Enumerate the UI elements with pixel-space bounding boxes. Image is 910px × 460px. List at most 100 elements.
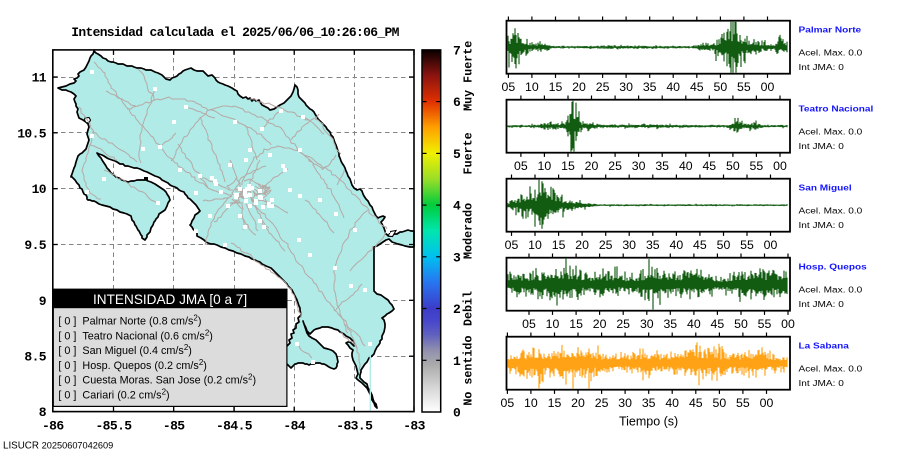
svg-text:05: 05 <box>502 80 516 94</box>
svg-text:Acel. Max. 0.0: Acel. Max. 0.0 <box>799 206 863 215</box>
svg-text:-86: -86 <box>42 418 64 433</box>
svg-text:1: 1 <box>453 354 461 369</box>
svg-text:Palmar Norte: Palmar Norte <box>799 25 862 34</box>
svg-text:Int JMA: 0: Int JMA: 0 <box>799 379 844 388</box>
svg-text:20: 20 <box>575 238 589 252</box>
svg-text:[ 0 ] Cariari (0.2 cm/s2): [ 0 ] Cariari (0.2 cm/s2) <box>58 387 169 401</box>
svg-text:50: 50 <box>713 396 727 410</box>
svg-text:[ 0 ] Hosp. Quepos (0.2 cm/s2: [ 0 ] Hosp. Quepos (0.2 cm/s2) <box>58 358 206 372</box>
svg-text:00: 00 <box>761 80 775 94</box>
svg-text:Intensidad calculada el 2025/0: Intensidad calculada el 2025/06/06_10:26… <box>71 25 399 40</box>
svg-text:25: 25 <box>616 317 630 331</box>
svg-text:50: 50 <box>717 238 731 252</box>
svg-text:35: 35 <box>643 80 657 94</box>
svg-text:00: 00 <box>760 396 774 410</box>
svg-text:Acel. Max. 0.0: Acel. Max. 0.0 <box>799 285 863 294</box>
svg-text:00: 00 <box>781 317 795 331</box>
svg-text:30: 30 <box>618 396 632 410</box>
svg-text:INTENSIDAD JMA [0 a 7]: INTENSIDAD JMA [0 a 7] <box>93 292 247 307</box>
svg-text:20: 20 <box>585 159 599 173</box>
svg-text:45: 45 <box>711 317 725 331</box>
svg-text:-83: -83 <box>403 418 425 433</box>
svg-text:8.5: 8.5 <box>24 350 46 365</box>
svg-text:35: 35 <box>663 317 677 331</box>
svg-text:30: 30 <box>619 80 633 94</box>
svg-text:15: 15 <box>548 396 562 410</box>
svg-text:30: 30 <box>632 159 646 173</box>
svg-text:Acel. Max. 0.0: Acel. Max. 0.0 <box>799 127 863 136</box>
svg-text:40: 40 <box>670 238 684 252</box>
svg-text:5: 5 <box>453 147 461 162</box>
svg-text:15: 15 <box>552 238 566 252</box>
svg-text:10: 10 <box>538 159 552 173</box>
svg-text:8: 8 <box>39 405 47 420</box>
svg-text:-85: -85 <box>163 418 185 433</box>
svg-text:[ 0 ] Cuesta Moras. San Jose: [ 0 ] Cuesta Moras. San Jose (0.2 cm/s2) <box>58 373 256 387</box>
svg-text:-83.5: -83.5 <box>336 418 373 433</box>
svg-text:30: 30 <box>640 317 654 331</box>
svg-text:50: 50 <box>726 159 740 173</box>
svg-text:San Miguel: San Miguel <box>799 183 852 192</box>
svg-text:35: 35 <box>655 159 669 173</box>
svg-text:10: 10 <box>525 80 539 94</box>
svg-text:[ 0 ] San Miguel (0.4 cm/s2): [ 0 ] San Miguel (0.4 cm/s2) <box>58 343 191 357</box>
svg-text:Teatro Nacional: Teatro Nacional <box>799 104 874 113</box>
svg-text:6: 6 <box>453 95 461 110</box>
svg-text:3: 3 <box>453 250 461 265</box>
svg-text:11: 11 <box>32 71 47 86</box>
svg-text:-84: -84 <box>283 418 305 433</box>
svg-text:25: 25 <box>608 159 622 173</box>
svg-text:Moderado: Moderado <box>462 203 476 259</box>
svg-text:20: 20 <box>593 317 607 331</box>
svg-text:50: 50 <box>714 80 728 94</box>
svg-text:Int JMA: 0: Int JMA: 0 <box>799 63 844 72</box>
svg-text:10: 10 <box>32 182 47 197</box>
svg-text:25: 25 <box>596 80 610 94</box>
svg-text:00: 00 <box>764 238 778 252</box>
svg-text:9: 9 <box>39 294 47 309</box>
svg-text:45: 45 <box>702 159 716 173</box>
svg-text:25: 25 <box>599 238 613 252</box>
svg-text:45: 45 <box>693 238 707 252</box>
svg-text:2: 2 <box>453 302 461 317</box>
svg-text:La Sabana: La Sabana <box>799 341 850 350</box>
svg-text:15: 15 <box>569 317 583 331</box>
svg-text:Int JMA: 0: Int JMA: 0 <box>799 221 844 230</box>
svg-text:55: 55 <box>736 396 750 410</box>
svg-text:Debil: Debil <box>462 291 476 326</box>
svg-text:0: 0 <box>453 406 461 421</box>
svg-text:10: 10 <box>524 396 538 410</box>
svg-text:Int JMA: 0: Int JMA: 0 <box>799 142 844 151</box>
svg-text:05: 05 <box>505 238 519 252</box>
svg-text:50: 50 <box>734 317 748 331</box>
svg-text:10: 10 <box>528 238 542 252</box>
svg-text:55: 55 <box>737 80 751 94</box>
svg-text:55: 55 <box>740 238 754 252</box>
svg-text:No sentido: No sentido <box>462 336 476 406</box>
svg-text:-84.5: -84.5 <box>216 418 253 433</box>
svg-text:4: 4 <box>453 199 461 214</box>
svg-text:25: 25 <box>595 396 609 410</box>
svg-text:9.5: 9.5 <box>24 238 46 253</box>
svg-text:LISUCR 20250607042609: LISUCR 20250607042609 <box>3 441 113 452</box>
svg-text:Hosp. Quepos: Hosp. Quepos <box>799 262 867 271</box>
svg-text:20: 20 <box>572 80 586 94</box>
svg-text:7: 7 <box>453 43 461 58</box>
svg-text:-85.5: -85.5 <box>95 418 132 433</box>
svg-text:30: 30 <box>622 238 636 252</box>
svg-text:05: 05 <box>514 159 528 173</box>
svg-text:45: 45 <box>690 80 704 94</box>
svg-text:Acel. Max. 0.0: Acel. Max. 0.0 <box>799 48 863 57</box>
svg-text:10: 10 <box>546 317 560 331</box>
svg-text:35: 35 <box>642 396 656 410</box>
svg-text:20: 20 <box>571 396 585 410</box>
svg-text:40: 40 <box>687 317 701 331</box>
svg-text:05: 05 <box>501 396 515 410</box>
svg-text:15: 15 <box>561 159 575 173</box>
svg-text:35: 35 <box>646 238 660 252</box>
svg-text:Fuerte: Fuerte <box>462 132 476 174</box>
svg-text:55: 55 <box>758 317 772 331</box>
svg-text:[ 0 ] Teatro Nacional (0.6 cm: [ 0 ] Teatro Nacional (0.6 cm/s2) <box>58 328 212 342</box>
svg-text:05: 05 <box>522 317 536 331</box>
svg-text:15: 15 <box>549 80 563 94</box>
